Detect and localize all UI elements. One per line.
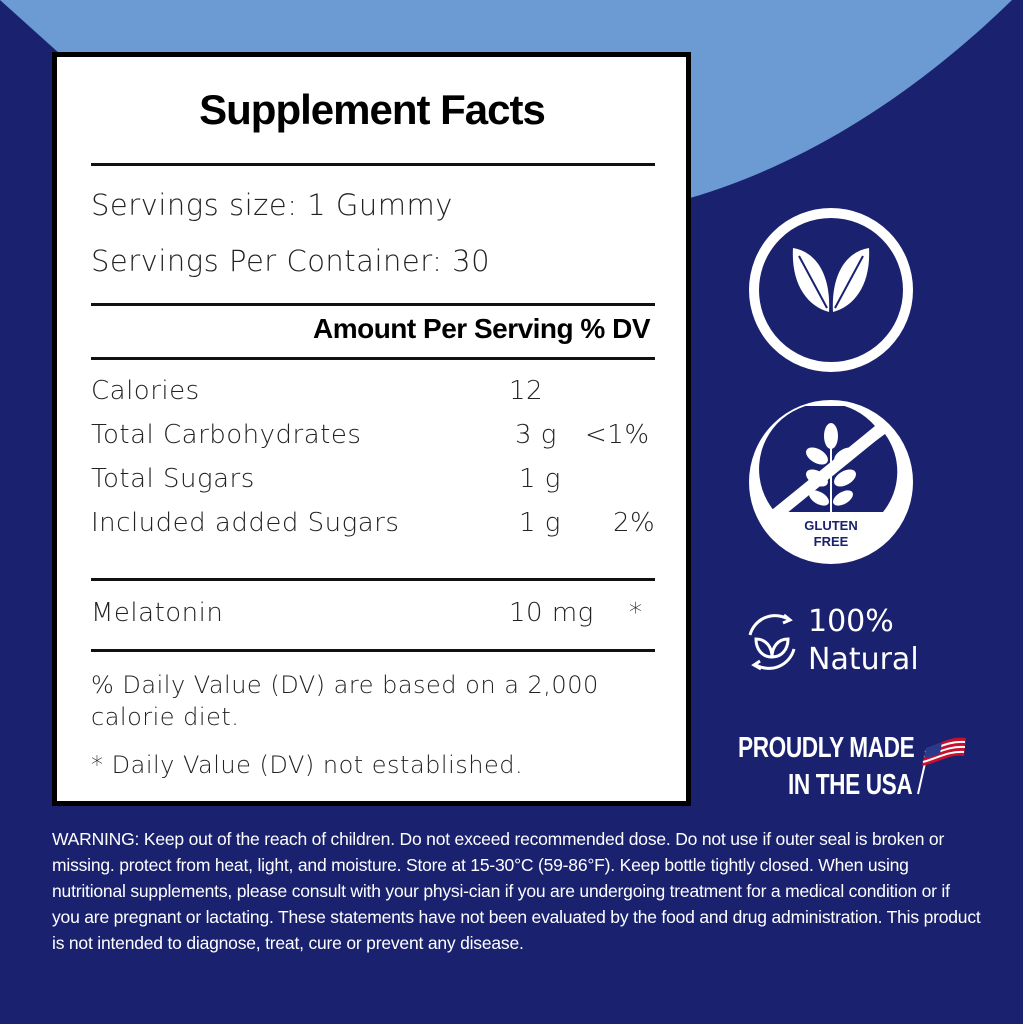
nutrient-dv: *	[629, 598, 643, 628]
servings-per-container: Servings Per Container: 30	[91, 244, 491, 278]
melatonin-row: Melatonin 10 mg *	[91, 597, 651, 629]
natural-percent: 100%	[808, 604, 894, 639]
nutrient-name: Total Carbohydrates	[91, 420, 362, 450]
usa-line1: PROUDLY MADE	[738, 732, 915, 764]
nutrient-dv: 2%	[613, 508, 656, 538]
wheat-crossed-icon	[759, 406, 898, 514]
nutrient-name: Calories	[91, 376, 200, 406]
divider	[91, 649, 655, 652]
nutrient-row: Total Sugars 1 g	[91, 463, 651, 495]
us-flag-icon	[917, 737, 966, 795]
nutrient-amount: 10 mg	[509, 598, 594, 628]
serving-size: Servings size: 1 Gummy	[91, 188, 453, 222]
vegan-badge: VEGAN	[749, 208, 913, 372]
nutrient-name: Included added Sugars	[91, 508, 400, 538]
gluten-free-label: GLUTEN FREE	[759, 518, 903, 550]
warning-text: WARNING: Keep out of the reach of childr…	[52, 829, 981, 953]
divider	[91, 357, 655, 360]
nutrient-row: Calories 12	[91, 375, 651, 407]
nutrient-amount: 1 g	[519, 508, 561, 538]
vegan-label: VEGAN	[807, 330, 855, 345]
divider	[91, 163, 655, 166]
amount-header: Amount Per Serving % DV	[312, 313, 651, 344]
nutrient-dv: <1%	[585, 420, 650, 450]
gluten-free-badge: GLUTEN FREE	[749, 400, 913, 564]
nutrient-amount: 1 g	[519, 464, 561, 494]
made-in-usa-badge: PROUDLY MADE IN THE USA	[738, 730, 978, 806]
nutrient-amount: 3 g	[515, 420, 557, 450]
leaf-icon	[792, 248, 870, 312]
gluten-line1: GLUTEN	[804, 518, 858, 533]
supplement-facts-panel: Supplement Facts Servings size: 1 Gummy …	[52, 52, 691, 806]
nutrient-row: Total Carbohydrates 3 g <1%	[91, 419, 651, 451]
natural-text: Natural	[808, 642, 919, 677]
facts-title: Supplement Facts	[199, 86, 546, 133]
natural-badge: 100% Natural	[740, 604, 940, 680]
nutrient-name: Total Sugars	[91, 464, 255, 494]
nutrient-name: Melatonin	[91, 598, 224, 628]
gluten-line2: FREE	[813, 534, 849, 549]
usa-line2: IN THE USA	[788, 769, 913, 801]
footnote-not-established: * Daily Value (DV) not established.	[91, 751, 524, 779]
footnote-daily-value: % Daily Value (DV) are based on a 2,000 …	[91, 671, 599, 731]
divider	[91, 578, 655, 581]
divider	[91, 303, 655, 306]
recycle-leaf-icon	[748, 613, 796, 671]
nutrient-amount: 12	[509, 376, 544, 406]
nutrient-row: Included added Sugars 1 g 2%	[91, 507, 655, 539]
